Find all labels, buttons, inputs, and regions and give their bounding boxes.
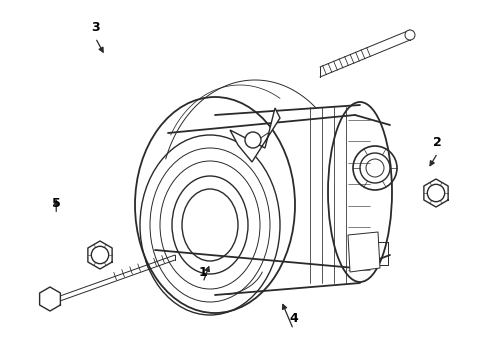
Polygon shape [40, 287, 61, 311]
Polygon shape [347, 232, 379, 272]
Text: 5: 5 [52, 197, 61, 210]
Polygon shape [88, 241, 112, 269]
Circle shape [91, 246, 108, 264]
Circle shape [427, 184, 444, 202]
Circle shape [404, 30, 414, 40]
Text: 4: 4 [288, 312, 297, 325]
Polygon shape [229, 108, 280, 162]
Polygon shape [423, 179, 447, 207]
Text: 3: 3 [91, 21, 100, 34]
Circle shape [244, 132, 261, 148]
Text: 2: 2 [432, 136, 441, 149]
Text: 1: 1 [198, 266, 207, 279]
